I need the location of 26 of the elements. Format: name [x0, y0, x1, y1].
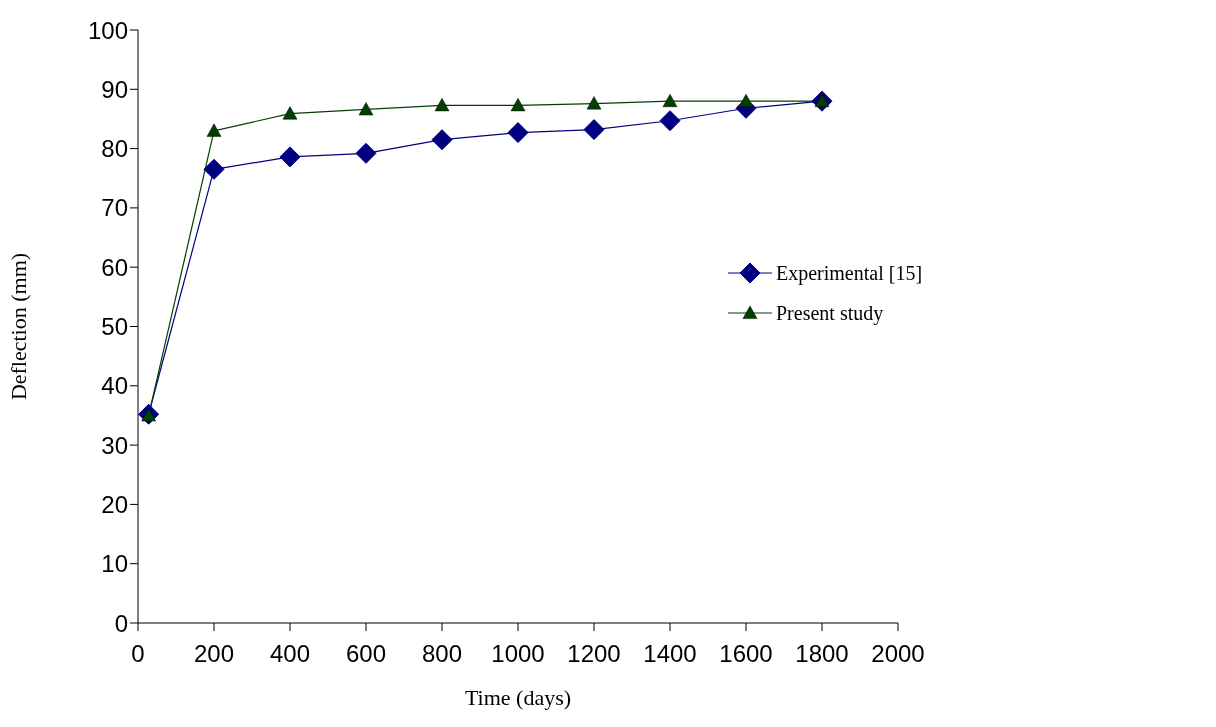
x-tick-label: 0 — [131, 640, 145, 668]
y-axis-title: Deflection (mm) — [5, 252, 31, 401]
y-tick-label: 100 — [87, 16, 128, 44]
y-tick-label: 0 — [114, 609, 128, 637]
y-tick-label: 50 — [101, 313, 128, 341]
legend-label: Experimental [15] — [776, 261, 923, 285]
legend-label: Present study — [776, 301, 884, 325]
x-tick-label: 400 — [269, 640, 311, 668]
x-tick-label: 200 — [193, 640, 235, 668]
y-tick-label: 80 — [101, 135, 128, 163]
y-tick-label: 60 — [101, 253, 128, 281]
x-axis-title: Time (days) — [464, 685, 572, 710]
y-tick-label: 70 — [101, 194, 128, 222]
y-tick-label: 40 — [101, 372, 128, 400]
x-tick-label: 1000 — [491, 640, 545, 668]
y-tick-label: 10 — [101, 550, 128, 578]
x-tick-label: 1200 — [567, 640, 621, 668]
y-tick-label: 20 — [101, 490, 128, 518]
x-tick-label: 1800 — [795, 640, 849, 668]
x-tick-label: 1400 — [643, 640, 697, 668]
x-tick-label: 1600 — [719, 640, 773, 668]
x-tick-label: 800 — [421, 640, 463, 668]
x-tick-label: 600 — [345, 640, 387, 668]
x-tick-label: 2000 — [871, 640, 925, 668]
y-tick-label: 90 — [101, 75, 128, 103]
y-tick-label: 30 — [101, 431, 128, 459]
